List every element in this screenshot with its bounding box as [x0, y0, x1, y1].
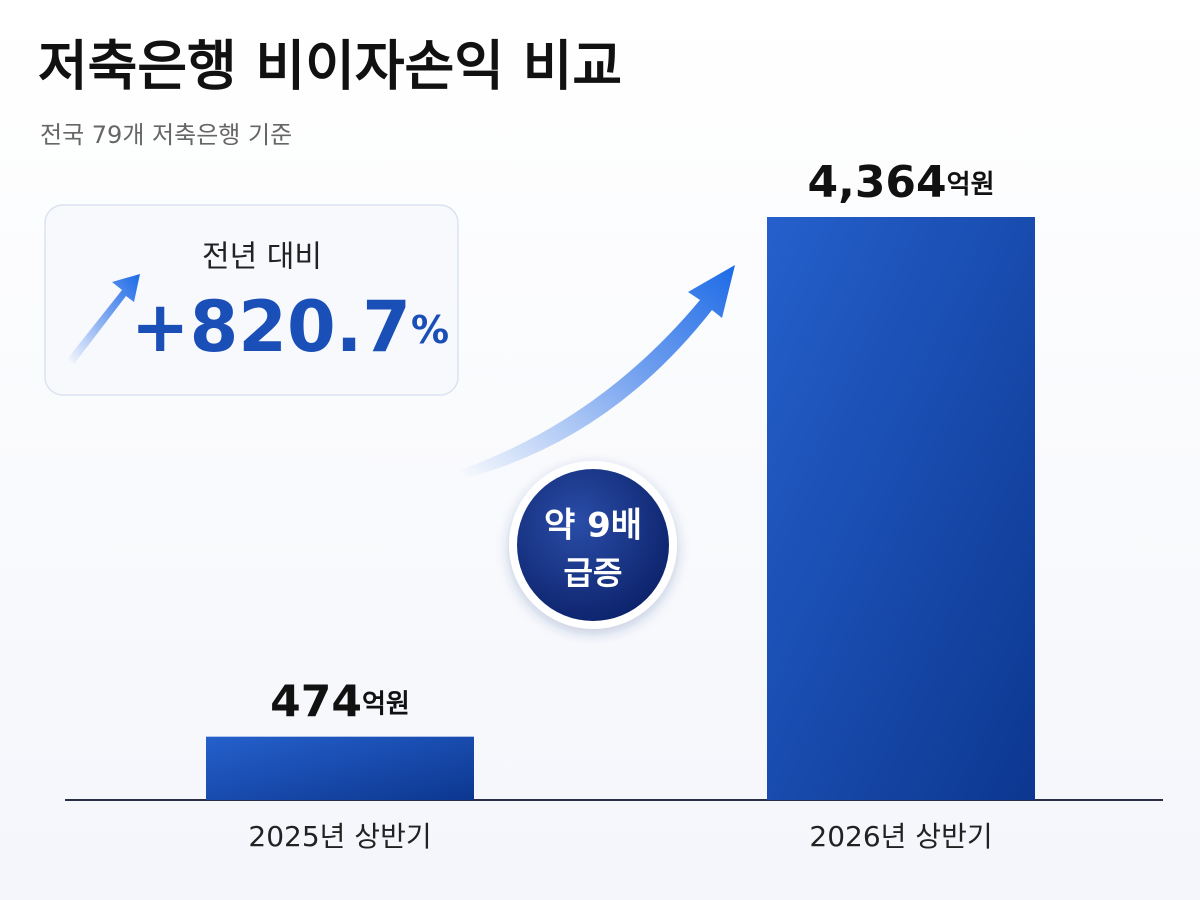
callout-value-text: +820.7%	[131, 286, 449, 368]
value-number: 474	[270, 677, 362, 728]
value-label: 4,364억원	[807, 157, 994, 208]
growth-arrow	[460, 265, 735, 478]
value-label: 474억원	[270, 677, 410, 728]
callout-arrow	[68, 274, 140, 364]
callout-title: 전년 대비	[202, 240, 322, 275]
chart-subtitle: 전국 79개 저축은행 기준	[40, 121, 292, 149]
callout-box	[44, 204, 459, 396]
callout-unit: %	[411, 308, 449, 352]
badge	[517, 469, 669, 621]
callout-value: +820.7	[131, 286, 411, 368]
value-number: 4,364	[807, 157, 946, 208]
chart-title: 저축은행 비이자손익 비교	[38, 35, 622, 98]
value-unit: 억원	[362, 689, 410, 719]
x-tick-label: 2025년 상반기	[248, 820, 431, 853]
badge-line1: 약 9배	[544, 506, 642, 546]
badge-line2: 급증	[564, 554, 623, 592]
bar	[206, 736, 474, 800]
bar	[767, 217, 1035, 800]
x-tick-label: 2026년 상반기	[809, 820, 992, 853]
value-unit: 억원	[947, 170, 995, 200]
